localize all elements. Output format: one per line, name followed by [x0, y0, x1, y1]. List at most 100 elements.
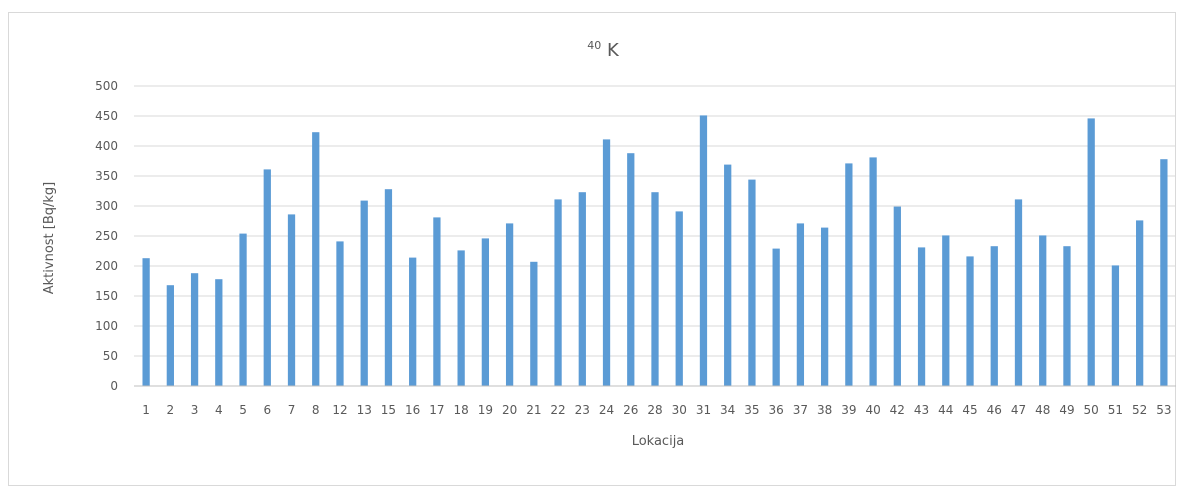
x-axis-tick-labels: 1 2 3 4 5 6 7 8 12 13 15 16 17 18 19 20 21 22 23 24 26 28 30 31…	[142, 403, 1171, 417]
y-tick-label: 500	[95, 79, 118, 93]
chart-frame	[8, 12, 1176, 486]
x-tick-label: 16	[405, 403, 420, 417]
bar-28	[651, 192, 659, 386]
bar-1	[142, 258, 150, 386]
x-tick-label: 53	[1156, 403, 1171, 417]
bar-6	[263, 169, 271, 386]
bar-49	[1063, 246, 1071, 386]
x-tick-label: 42	[890, 403, 905, 417]
bar-51	[1111, 265, 1120, 386]
bar-31	[699, 115, 708, 387]
y-tick-label: 250	[95, 229, 118, 243]
x-tick-label: 34	[720, 403, 735, 417]
y-tick-label: 0	[110, 379, 118, 393]
x-tick-label: 51	[1108, 403, 1123, 417]
x-tick-label: 12	[332, 403, 347, 417]
y-tick-label: 400	[95, 139, 118, 153]
bar-36	[772, 248, 780, 386]
x-tick-label: 36	[769, 403, 784, 417]
x-tick-label: 23	[575, 403, 590, 417]
x-tick-label: 5	[239, 403, 247, 417]
y-axis-title: Aktivnost [Bq/kg]	[42, 182, 57, 295]
x-tick-label: 49	[1059, 403, 1074, 417]
x-tick-label: 22	[550, 403, 565, 417]
bar-38	[820, 227, 829, 386]
x-tick-label: 45	[962, 403, 977, 417]
x-tick-label: 24	[599, 403, 614, 417]
x-tick-label: 28	[647, 403, 662, 417]
y-tick-label: 450	[95, 109, 118, 123]
bar-4	[215, 279, 223, 386]
chart-title: 40 K	[587, 33, 620, 61]
x-tick-label: 15	[381, 403, 396, 417]
bar-44	[942, 235, 950, 386]
bar-19	[481, 238, 490, 386]
bar-7	[287, 214, 296, 386]
bar-23	[578, 192, 586, 386]
x-tick-label: 46	[987, 403, 1002, 417]
y-tick-label: 50	[103, 349, 118, 363]
y-tick-label: 150	[95, 289, 118, 303]
bar-24	[602, 139, 611, 386]
x-tick-label: 20	[502, 403, 517, 417]
bars	[142, 115, 1168, 387]
bar-18	[457, 250, 465, 386]
y-tick-label: 200	[95, 259, 118, 273]
bar-46	[990, 246, 998, 386]
bar-16	[409, 257, 417, 386]
bar-15	[384, 189, 393, 386]
x-tick-label: 31	[696, 403, 711, 417]
bar-22	[554, 199, 562, 386]
x-tick-label: 37	[793, 403, 808, 417]
x-tick-label: 30	[672, 403, 687, 417]
y-axis-tick-labels: 0 50 100 150 200 250 300 350 400 450 500	[95, 79, 118, 393]
bar-37	[796, 223, 805, 386]
x-tick-label: 19	[478, 403, 493, 417]
x-tick-label: 35	[744, 403, 759, 417]
x-tick-label: 50	[1084, 403, 1099, 417]
bar-30	[675, 211, 683, 386]
chart-title-main: K	[607, 40, 620, 61]
bar-50	[1087, 118, 1095, 387]
bar-47	[1014, 199, 1023, 386]
bar-48	[1039, 235, 1047, 386]
x-tick-label: 3	[191, 403, 199, 417]
x-tick-label: 8	[312, 403, 320, 417]
bar-40	[869, 157, 877, 386]
x-tick-label: 18	[453, 403, 468, 417]
y-tick-label: 100	[95, 319, 118, 333]
x-tick-label: 4	[215, 403, 223, 417]
bar-34	[724, 164, 732, 386]
x-tick-label: 38	[817, 403, 832, 417]
x-tick-label: 21	[526, 403, 541, 417]
bar-39	[845, 163, 853, 386]
bar-42	[893, 206, 901, 386]
x-tick-label: 7	[288, 403, 296, 417]
bar-8	[312, 132, 320, 386]
x-tick-label: 40	[865, 403, 880, 417]
y-tick-label: 350	[95, 169, 118, 183]
bar-20	[505, 223, 514, 386]
bar-52	[1136, 220, 1144, 386]
x-tick-label: 43	[914, 403, 929, 417]
x-tick-label: 17	[429, 403, 444, 417]
bar-43	[917, 247, 926, 386]
x-tick-label: 2	[167, 403, 175, 417]
gridlines	[134, 85, 1176, 357]
bar-53	[1160, 159, 1168, 386]
x-tick-label: 48	[1035, 403, 1050, 417]
y-tick-label: 300	[95, 199, 118, 213]
bar-21	[530, 261, 538, 386]
bar-13	[360, 200, 368, 386]
bar-17	[433, 217, 441, 386]
bar-3	[190, 273, 199, 386]
bar-5	[239, 233, 247, 386]
chart-title-superscript: 40	[587, 39, 601, 52]
x-tick-label: 1	[142, 403, 150, 417]
bar-12	[336, 241, 344, 386]
x-tick-label: 26	[623, 403, 638, 417]
x-tick-label: 6	[263, 403, 271, 417]
bar-45	[966, 256, 974, 386]
x-tick-label: 39	[841, 403, 856, 417]
